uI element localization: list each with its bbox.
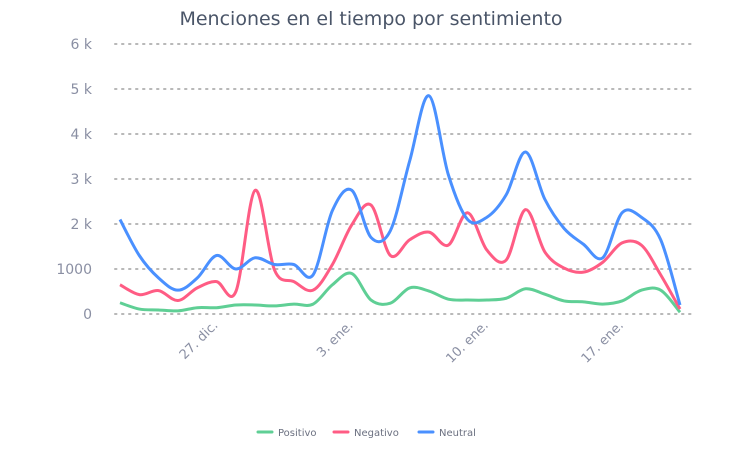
y-tick-label: 0 xyxy=(83,307,92,323)
series-line-positivo xyxy=(119,271,682,314)
legend-label: Neutral xyxy=(439,428,476,439)
legend-label: Positivo xyxy=(278,428,317,439)
legend-item-negativo[interactable]: Negativo xyxy=(332,428,399,439)
y-tick-label: 4 k xyxy=(71,127,93,143)
y-tick-label: 6 k xyxy=(71,37,93,53)
y-tick-label: 1000 xyxy=(56,262,92,278)
series-line-negativo xyxy=(119,188,682,310)
chart-title: Menciones en el tiempo por sentimiento xyxy=(179,8,562,30)
series-line-neutral xyxy=(118,94,682,306)
x-tick-label: 3. ene. xyxy=(314,318,356,360)
legend-item-neutral[interactable]: Neutral xyxy=(417,428,476,439)
y-tick-label: 5 k xyxy=(71,82,93,98)
y-tick-label: 2 k xyxy=(71,217,93,233)
y-tick-label: 3 k xyxy=(71,172,93,188)
x-tick-label: 10. ene. xyxy=(444,318,492,366)
legend-item-positivo[interactable]: Positivo xyxy=(256,428,317,439)
x-tick-label: 17. ene. xyxy=(579,318,627,366)
x-tick-label: 27. dic. xyxy=(177,318,222,363)
legend-label: Negativo xyxy=(354,428,399,439)
